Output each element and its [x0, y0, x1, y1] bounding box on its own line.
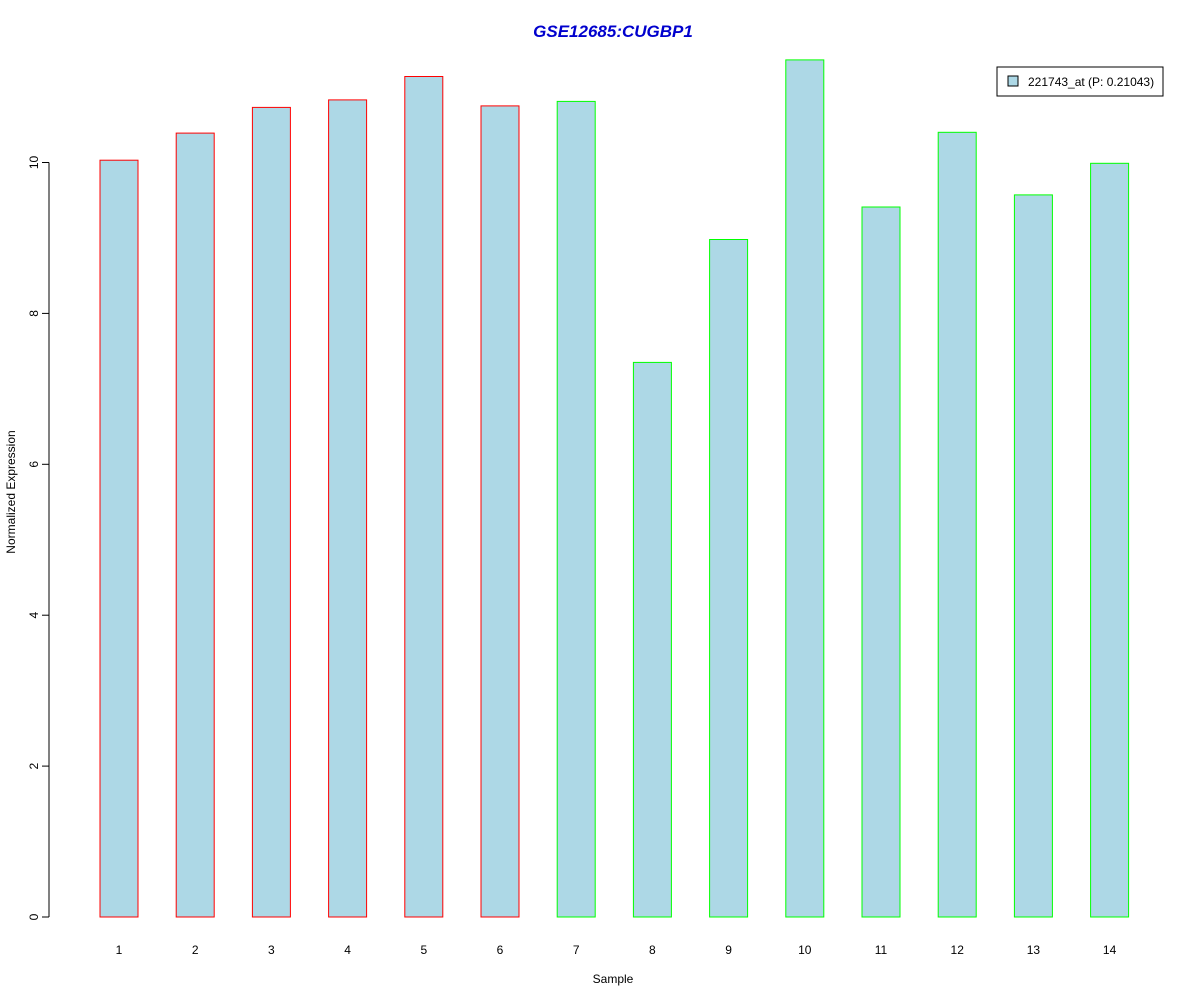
bar-sample-3: [251, 106, 291, 918]
x-tick-label: 9: [725, 943, 732, 957]
bar-sample-12: [937, 131, 977, 918]
x-tick-label: 2: [192, 943, 199, 957]
x-tick-label: 14: [1103, 943, 1117, 957]
x-tick-label: 7: [573, 943, 580, 957]
legend-label: 221743_at (P: 0.21043): [1028, 75, 1154, 89]
y-axis: 0 2 4 6 8 10: [27, 156, 50, 920]
bar-sample-10: [785, 59, 825, 918]
x-tick-label: 13: [1027, 943, 1041, 957]
x-tick-label: 11: [875, 943, 888, 957]
bar-sample-11: [861, 206, 901, 918]
y-tick-label: 10: [27, 156, 41, 170]
bar-sample-9: [709, 239, 749, 918]
legend: 221743_at (P: 0.21043): [996, 66, 1164, 97]
legend-box: [996, 66, 1164, 97]
x-tick-label: 5: [420, 943, 427, 957]
chart-title: GSE12685:CUGBP1: [533, 22, 693, 41]
x-tick-label: 1: [116, 943, 123, 957]
x-tick-label: 10: [798, 943, 812, 957]
bar-sample-13: [1013, 194, 1053, 918]
x-tick-label: 4: [344, 943, 351, 957]
x-axis-label: Sample: [593, 972, 634, 986]
y-tick-label: 6: [27, 461, 41, 468]
bar-sample-7: [556, 100, 596, 918]
y-tick-label: 2: [27, 762, 41, 769]
y-tick-label: 8: [27, 310, 41, 317]
x-axis: 1 2 3 4 5 6 7 8 9 10 11 12 13 14: [116, 943, 1117, 957]
bar-sample-5: [404, 76, 444, 918]
x-tick-label: 3: [268, 943, 275, 957]
x-tick-label: 12: [951, 943, 965, 957]
y-tick-label: 4: [27, 612, 41, 619]
bar-sample-1: [99, 159, 139, 918]
bars-group: [99, 59, 1130, 918]
bar-sample-2: [175, 132, 215, 918]
x-tick-label: 6: [497, 943, 504, 957]
legend-swatch: [1007, 75, 1019, 87]
bar-sample-14: [1090, 162, 1130, 918]
bar-sample-6: [480, 105, 520, 918]
bar-sample-4: [328, 99, 368, 918]
bar-sample-8: [632, 361, 672, 918]
y-axis-label: Normalized Expression: [4, 430, 18, 553]
x-tick-label: 8: [649, 943, 656, 957]
y-tick-label: 0: [27, 913, 41, 920]
